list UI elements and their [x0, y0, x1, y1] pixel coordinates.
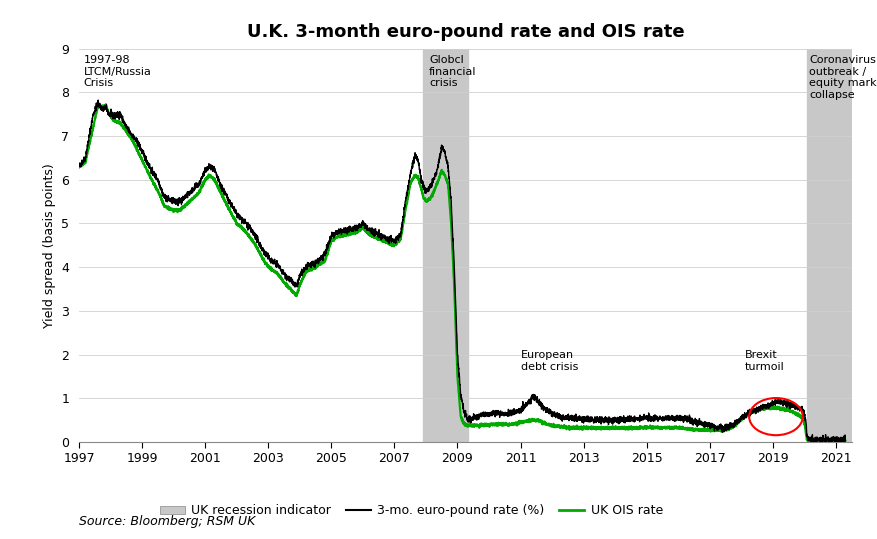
- Bar: [423, 49, 467, 442]
- Y-axis label: Yield spread (basis points): Yield spread (basis points): [43, 163, 55, 328]
- Text: Globcl
financial
crisis: Globcl financial crisis: [429, 55, 476, 88]
- Text: Coronavirus
outbreak /
equity market
collapse: Coronavirus outbreak / equity market col…: [809, 55, 877, 100]
- Legend: UK recession indicator, 3-mo. euro-pound rate (%), UK OIS rate: UK recession indicator, 3-mo. euro-pound…: [154, 499, 667, 522]
- Text: 1997-98
LTCM/Russia
Crisis: 1997-98 LTCM/Russia Crisis: [83, 55, 152, 88]
- Title: U.K. 3-month euro-pound rate and OIS rate: U.K. 3-month euro-pound rate and OIS rat…: [246, 23, 683, 42]
- Text: Brexit
turmoil: Brexit turmoil: [744, 350, 783, 372]
- Text: Source: Bloomberg; RSM UK: Source: Bloomberg; RSM UK: [79, 515, 255, 528]
- Bar: [806, 49, 851, 442]
- Text: European
debt crisis: European debt crisis: [520, 350, 577, 372]
